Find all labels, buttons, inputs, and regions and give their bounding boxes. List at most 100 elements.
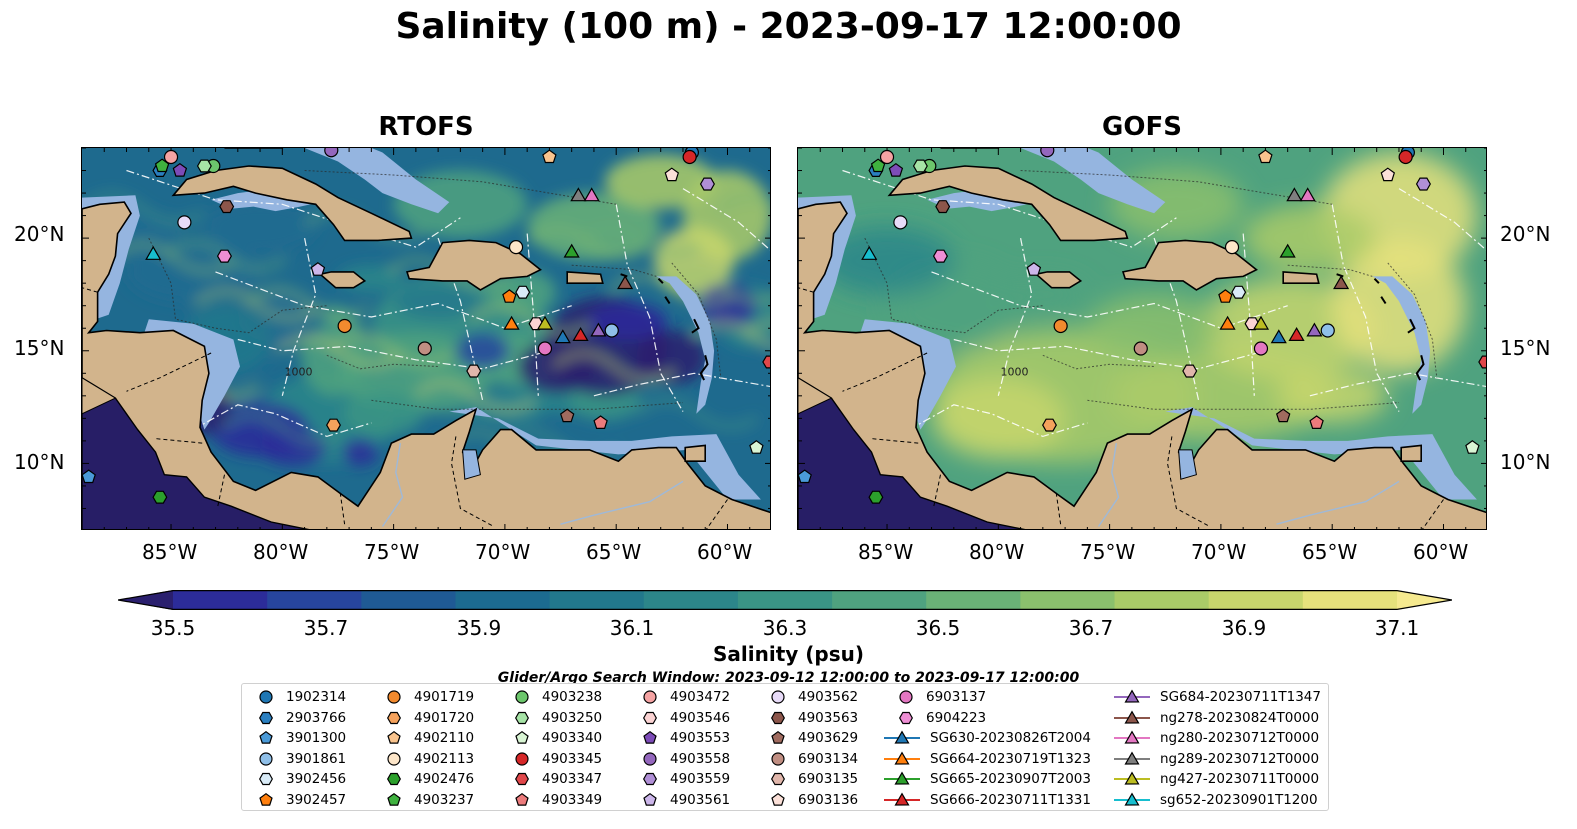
station-marker[interactable] (1415, 177, 1431, 191)
colorbar-extend-min (118, 590, 173, 610)
depth-contour (304, 170, 617, 205)
station-marker[interactable] (1219, 315, 1236, 330)
land-el-salvador (82, 377, 117, 415)
station-marker[interactable] (554, 329, 571, 344)
station-marker[interactable] (466, 364, 482, 378)
station-marker[interactable] (762, 355, 771, 369)
station-marker[interactable] (177, 215, 192, 230)
station-marker[interactable] (326, 418, 341, 432)
station-marker[interactable] (861, 245, 878, 260)
triangle-marker-icon (884, 751, 920, 765)
station-marker[interactable] (1182, 364, 1198, 378)
station-marker[interactable] (1306, 322, 1323, 337)
legend-label: sg652-20230901T1200 (1160, 792, 1318, 808)
station-marker[interactable] (590, 322, 607, 337)
station-marker[interactable] (1478, 355, 1487, 369)
station-marker[interactable] (1053, 318, 1068, 334)
station-marker[interactable] (664, 167, 680, 182)
station-marker[interactable] (617, 275, 634, 290)
station-marker[interactable] (219, 200, 235, 214)
station-marker[interactable] (216, 249, 232, 263)
station-marker[interactable] (570, 187, 587, 202)
pentagon-marker-icon (643, 792, 657, 806)
colorbar-tick-label: 35.7 (303, 616, 349, 640)
station-marker[interactable] (893, 215, 908, 230)
station-marker[interactable] (682, 149, 697, 165)
station-marker[interactable] (1224, 240, 1240, 255)
station-marker[interactable] (1286, 187, 1303, 202)
station-marker[interactable] (145, 245, 162, 260)
station-marker[interactable] (1288, 327, 1305, 341)
station-marker[interactable] (1253, 341, 1269, 356)
station-marker[interactable] (537, 341, 553, 356)
station-marker[interactable] (559, 408, 575, 423)
station-marker[interactable] (1275, 408, 1291, 423)
pentagon-marker-icon (515, 792, 529, 806)
legend-item: 4903340 (512, 728, 602, 748)
country-border (842, 352, 928, 392)
station-marker[interactable] (912, 159, 928, 173)
station-marker[interactable] (935, 200, 951, 214)
depth-contour (571, 264, 657, 277)
station-marker[interactable] (542, 149, 557, 164)
legend-item: 4903250 (512, 708, 602, 728)
station-marker[interactable] (749, 440, 764, 454)
station-marker[interactable] (172, 162, 188, 177)
legend-item: 4903629 (768, 728, 858, 748)
station-marker[interactable] (699, 177, 715, 191)
station-marker[interactable] (502, 289, 517, 303)
station-marker[interactable] (503, 315, 520, 330)
station-marker[interactable] (583, 187, 600, 202)
station-marker[interactable] (1258, 149, 1273, 164)
station-marker[interactable] (1309, 415, 1324, 429)
station-marker[interactable] (324, 148, 339, 158)
station-marker[interactable] (163, 149, 179, 165)
small-island (1415, 355, 1425, 381)
station-marker[interactable] (196, 159, 212, 173)
legend-item: sg652-20230901T1200 (1114, 790, 1318, 810)
map-rtofs[interactable]: 1000 (81, 147, 771, 530)
circle-marker-icon (259, 690, 273, 704)
station-marker[interactable] (1270, 329, 1287, 344)
station-marker[interactable] (1380, 167, 1396, 182)
station-marker[interactable] (563, 243, 580, 258)
colorbar-segment (1302, 590, 1398, 610)
station-marker[interactable] (572, 327, 589, 341)
station-marker[interactable] (1299, 187, 1316, 202)
station-marker[interactable] (932, 249, 948, 263)
station-marker[interactable] (1320, 323, 1335, 338)
station-marker[interactable] (888, 162, 904, 177)
station-marker[interactable] (1026, 262, 1042, 276)
station-marker[interactable] (1133, 341, 1148, 356)
station-marker[interactable] (1398, 149, 1413, 165)
station-marker[interactable] (508, 240, 524, 255)
station-marker[interactable] (417, 341, 432, 356)
colorbar-segment (1208, 590, 1304, 610)
station-marker[interactable] (82, 469, 96, 484)
legend-item: SG630-20230826T2004 (884, 728, 1091, 748)
colorbar-segment (737, 590, 833, 610)
land-cuba (171, 165, 413, 242)
map-gofs[interactable]: 1000 (797, 147, 1487, 530)
station-marker[interactable] (1252, 315, 1270, 330)
station-marker[interactable] (337, 318, 352, 334)
station-marker[interactable] (1042, 418, 1057, 432)
station-marker[interactable] (879, 149, 895, 165)
station-marker[interactable] (604, 323, 619, 338)
hexagon-marker-icon (771, 711, 785, 724)
station-marker[interactable] (1465, 440, 1480, 454)
shelf-antilles (1372, 276, 1431, 414)
station-marker[interactable] (1231, 285, 1247, 299)
station-marker[interactable] (536, 315, 554, 330)
station-marker[interactable] (798, 469, 812, 484)
station-marker[interactable] (1279, 243, 1296, 258)
station-marker[interactable] (1040, 148, 1055, 158)
station-marker[interactable] (593, 415, 608, 429)
station-marker[interactable] (1333, 275, 1350, 290)
station-marker[interactable] (310, 262, 326, 276)
station-marker[interactable] (152, 490, 168, 504)
station-marker[interactable] (515, 285, 531, 299)
shelf-bahamas (987, 148, 1166, 214)
station-marker[interactable] (1218, 289, 1233, 303)
station-marker[interactable] (868, 490, 884, 504)
